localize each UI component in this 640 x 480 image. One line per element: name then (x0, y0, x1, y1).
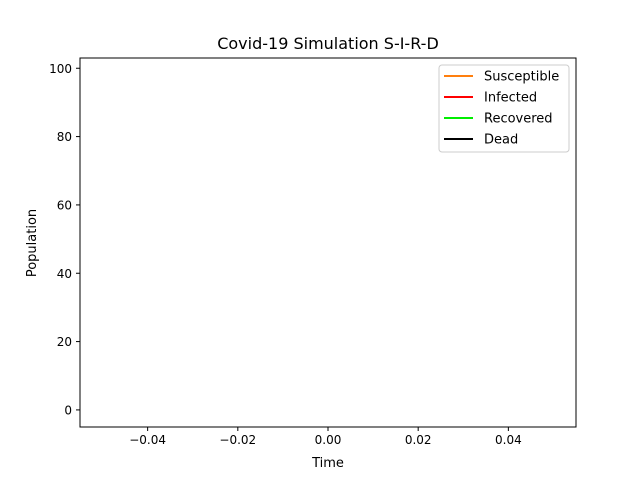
y-tick-label: 80 (57, 130, 72, 144)
legend-label-infected: Infected (484, 91, 537, 106)
legend-label-recovered: Recovered (484, 112, 553, 127)
legend-box (438, 64, 570, 153)
legend-label-susceptible: Susceptible (484, 70, 559, 85)
chart-title: Covid-19 Simulation S-I-R-D (217, 34, 439, 53)
x-tick-label: 0.02 (405, 433, 432, 447)
x-tick-label: 0.04 (495, 433, 522, 447)
x-tick-label: 0.00 (315, 433, 342, 447)
x-tick-label: −0.02 (219, 433, 256, 447)
y-axis-ticks: 0 20 40 60 80 100 (49, 62, 80, 417)
x-axis-label: Time (311, 456, 344, 471)
x-tick-label: −0.04 (129, 433, 166, 447)
y-tick-label: 20 (57, 335, 72, 349)
y-tick-label: 100 (49, 62, 72, 76)
y-tick-label: 60 (57, 198, 72, 212)
y-tick-label: 40 (57, 267, 72, 281)
legend-label-dead: Dead (484, 133, 518, 148)
y-tick-label: 0 (64, 403, 72, 417)
legend: Susceptible Infected Recovered Dead (438, 64, 570, 153)
x-axis-ticks: −0.04 −0.02 0.00 0.02 0.04 (129, 427, 522, 447)
y-axis-label: Population (25, 209, 40, 277)
